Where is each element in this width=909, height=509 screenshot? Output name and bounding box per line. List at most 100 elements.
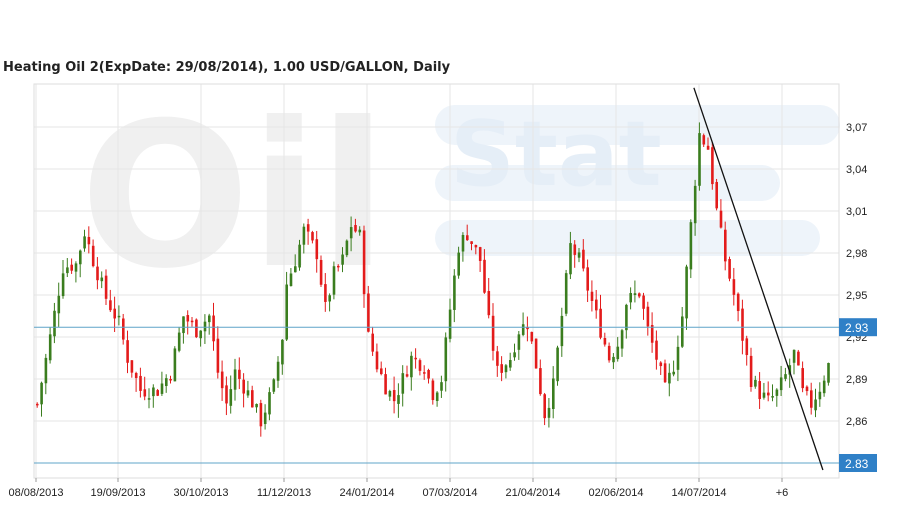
candle-down bbox=[810, 390, 813, 408]
candle-up bbox=[792, 349, 796, 363]
candle-down bbox=[324, 284, 327, 302]
candle-up bbox=[233, 369, 237, 390]
candle-up bbox=[79, 250, 82, 265]
candle-up bbox=[289, 273, 293, 287]
candle-down bbox=[797, 351, 800, 366]
candle-down bbox=[431, 380, 435, 401]
candle-up bbox=[276, 361, 280, 381]
candle-up bbox=[698, 133, 701, 186]
x-tick-label: 11/12/2013 bbox=[257, 487, 311, 499]
candle-down bbox=[405, 374, 409, 377]
candle-down bbox=[711, 147, 714, 185]
candle-down bbox=[220, 371, 224, 389]
candle-up bbox=[689, 222, 693, 270]
grid bbox=[34, 84, 839, 478]
y-tick-label: 3,04 bbox=[846, 164, 867, 176]
candle-up bbox=[435, 392, 439, 401]
candle-up bbox=[281, 339, 284, 365]
y-tick-label: 2,86 bbox=[846, 416, 867, 428]
candle-down bbox=[195, 319, 198, 338]
candle-up bbox=[66, 267, 69, 274]
candle-down bbox=[470, 241, 473, 244]
candle-down bbox=[496, 351, 499, 366]
candle-down bbox=[87, 236, 91, 245]
candle-down bbox=[259, 403, 263, 427]
watermark-stat: Stat bbox=[450, 102, 662, 207]
candle-down bbox=[741, 308, 744, 341]
candle-up bbox=[822, 380, 826, 394]
candle-up bbox=[818, 391, 822, 400]
candle-up bbox=[453, 275, 456, 310]
candle-up bbox=[349, 227, 353, 239]
candle-up bbox=[255, 403, 258, 408]
candle-down bbox=[414, 357, 417, 360]
candle-down bbox=[732, 279, 736, 295]
candle-up bbox=[629, 293, 632, 303]
candle-up bbox=[358, 229, 362, 233]
candle-up bbox=[681, 316, 684, 347]
x-tick-label: 08/08/2013 bbox=[8, 487, 63, 499]
watermark-bar bbox=[435, 105, 840, 145]
candle-down bbox=[126, 340, 129, 363]
candle-up bbox=[504, 365, 508, 373]
candle-up bbox=[444, 337, 448, 382]
candle-down bbox=[745, 338, 749, 356]
candle-up bbox=[754, 379, 757, 387]
candle-up bbox=[152, 387, 155, 397]
candle-down bbox=[767, 392, 770, 396]
candle-up bbox=[83, 236, 86, 249]
candle-down bbox=[36, 403, 39, 406]
candle-down bbox=[655, 340, 658, 360]
y-tick-label: 2,95 bbox=[846, 290, 867, 302]
candle-up bbox=[345, 240, 349, 256]
candle-up bbox=[827, 362, 830, 383]
candle-up bbox=[564, 273, 568, 314]
oilstat-watermark: Oil Stat bbox=[80, 80, 840, 313]
candle-down bbox=[380, 368, 383, 375]
candle-down bbox=[384, 374, 387, 395]
candle-down bbox=[96, 266, 99, 281]
candle-down bbox=[130, 360, 134, 373]
candle-down bbox=[719, 210, 723, 228]
candle-down bbox=[423, 372, 426, 374]
candle-up bbox=[668, 372, 671, 384]
candle-down bbox=[543, 394, 546, 419]
candle-down bbox=[371, 333, 374, 352]
candle-down bbox=[466, 235, 469, 241]
y-tick-label: 2,89 bbox=[846, 374, 867, 386]
candle-down bbox=[638, 293, 641, 297]
candle-down bbox=[315, 239, 319, 260]
candle-up bbox=[560, 315, 564, 347]
candle-up bbox=[672, 371, 675, 375]
candle-up bbox=[633, 293, 637, 295]
candle-down bbox=[418, 360, 422, 371]
trendline bbox=[693, 87, 824, 471]
candle-up bbox=[556, 347, 559, 382]
candle-down bbox=[500, 364, 503, 373]
candle-up bbox=[341, 254, 344, 265]
candle-down bbox=[362, 230, 366, 295]
level-badge-label: 2.93 bbox=[845, 321, 869, 335]
candle-up bbox=[44, 357, 48, 384]
candle-up bbox=[552, 378, 555, 410]
candle-up bbox=[410, 355, 413, 378]
candle-down bbox=[599, 308, 602, 338]
candle-up bbox=[147, 398, 151, 400]
candle-down bbox=[169, 378, 172, 381]
candle-up bbox=[57, 295, 61, 314]
candle-down bbox=[736, 293, 740, 312]
candle-down bbox=[646, 306, 650, 327]
candle-up bbox=[285, 284, 288, 340]
candle-up bbox=[229, 389, 233, 406]
candle-down bbox=[212, 315, 215, 342]
candle-up bbox=[775, 389, 779, 396]
candle-down bbox=[474, 244, 478, 248]
candle-down bbox=[728, 259, 731, 279]
candle-up bbox=[784, 374, 787, 379]
x-axis: 08/08/2013 19/09/2013 30/10/2013 11/12/2013… bbox=[8, 478, 788, 499]
candle-up bbox=[160, 383, 164, 394]
candle-down bbox=[122, 318, 125, 340]
candle-down bbox=[478, 247, 482, 261]
candle-down bbox=[216, 338, 220, 373]
candle-up bbox=[199, 330, 202, 339]
